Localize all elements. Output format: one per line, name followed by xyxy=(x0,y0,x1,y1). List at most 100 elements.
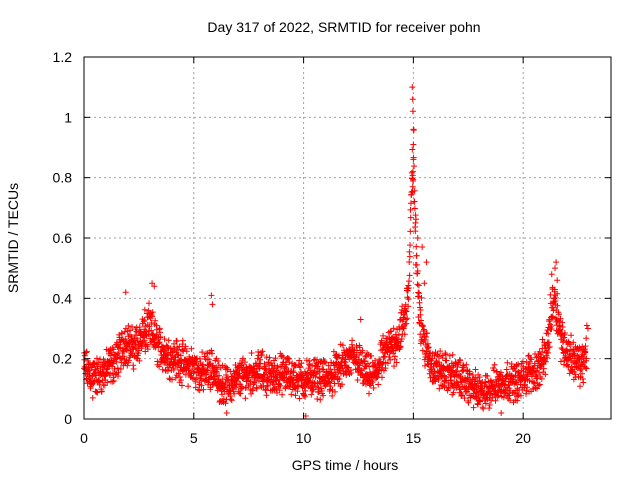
data-point xyxy=(391,353,398,360)
data-point xyxy=(228,397,235,404)
data-point xyxy=(325,362,332,369)
data-point xyxy=(308,391,315,398)
data-point xyxy=(192,378,199,385)
data-point xyxy=(404,287,411,294)
data-point xyxy=(557,358,564,365)
data-point xyxy=(544,349,551,356)
data-point xyxy=(171,340,178,347)
data-point xyxy=(144,343,151,350)
y-tick-label: 0.6 xyxy=(53,230,73,246)
data-point xyxy=(406,253,413,260)
data-point xyxy=(164,367,171,374)
data-point xyxy=(523,387,530,394)
data-point xyxy=(314,396,321,403)
data-point xyxy=(183,348,190,355)
data-point xyxy=(411,187,418,194)
data-point xyxy=(484,372,491,379)
data-point xyxy=(209,301,216,308)
data-point xyxy=(486,405,493,412)
data-point xyxy=(238,385,245,392)
data-point xyxy=(551,286,558,293)
data-point xyxy=(409,168,416,175)
data-point xyxy=(301,392,308,399)
data-point xyxy=(457,373,464,380)
data-point xyxy=(449,369,456,376)
data-point xyxy=(357,316,364,323)
data-point xyxy=(348,369,355,376)
data-point xyxy=(366,390,373,397)
data-point xyxy=(413,252,420,259)
data-point xyxy=(297,363,304,370)
data-point xyxy=(419,347,426,354)
data-point xyxy=(415,282,422,289)
data-point xyxy=(94,389,101,396)
data-point xyxy=(140,318,147,325)
data-point xyxy=(245,377,252,384)
data-point xyxy=(121,328,128,335)
data-point xyxy=(354,377,361,384)
data-point xyxy=(265,382,272,389)
data-point xyxy=(182,343,189,350)
data-point xyxy=(109,344,116,351)
data-point xyxy=(395,332,402,339)
data-point xyxy=(176,374,183,381)
data-point xyxy=(425,344,432,351)
data-point xyxy=(465,399,472,406)
data-point xyxy=(208,292,215,299)
data-point xyxy=(559,323,566,330)
data-point xyxy=(270,378,277,385)
data-point xyxy=(276,376,283,383)
data-point xyxy=(491,361,498,368)
data-point xyxy=(263,369,270,376)
data-point xyxy=(186,355,193,362)
data-point xyxy=(123,346,130,353)
data-point xyxy=(437,348,444,355)
data-point xyxy=(234,378,241,385)
data-point xyxy=(83,348,90,355)
data-point xyxy=(152,317,159,324)
data-point xyxy=(419,244,426,251)
data-point xyxy=(549,313,556,320)
data-point xyxy=(375,370,382,377)
data-point xyxy=(339,342,346,349)
data-point xyxy=(145,300,152,307)
data-point xyxy=(253,368,260,375)
data-point xyxy=(262,386,269,393)
data-point xyxy=(555,311,562,318)
data-point xyxy=(458,379,465,386)
data-point xyxy=(476,374,483,381)
data-point xyxy=(141,337,148,344)
data-point xyxy=(510,376,517,383)
data-point xyxy=(311,380,318,387)
data-point xyxy=(277,382,284,389)
data-point xyxy=(538,375,545,382)
data-point xyxy=(416,290,423,297)
data-point xyxy=(288,391,295,398)
data-point xyxy=(583,365,590,372)
data-point xyxy=(387,328,394,335)
data-point xyxy=(549,314,556,321)
data-point xyxy=(434,351,441,358)
data-point xyxy=(579,370,586,377)
data-point xyxy=(231,390,238,397)
y-axis: 0 0.2 0.4 0.6 0.8 1 1.2 xyxy=(53,49,611,427)
data-point xyxy=(407,214,414,221)
data-point xyxy=(392,347,399,354)
data-point xyxy=(127,327,134,334)
data-point xyxy=(165,337,172,344)
data-point xyxy=(214,366,221,373)
data-point xyxy=(265,359,272,366)
data-point xyxy=(405,284,412,291)
data-point xyxy=(554,277,561,284)
data-point xyxy=(552,265,559,272)
data-point xyxy=(379,360,386,367)
data-point xyxy=(238,361,245,368)
data-point xyxy=(479,387,486,394)
data-point xyxy=(198,382,205,389)
data-point xyxy=(176,343,183,350)
data-point xyxy=(442,350,449,357)
data-point xyxy=(540,365,547,372)
data-point xyxy=(175,370,182,377)
data-point xyxy=(392,331,399,338)
